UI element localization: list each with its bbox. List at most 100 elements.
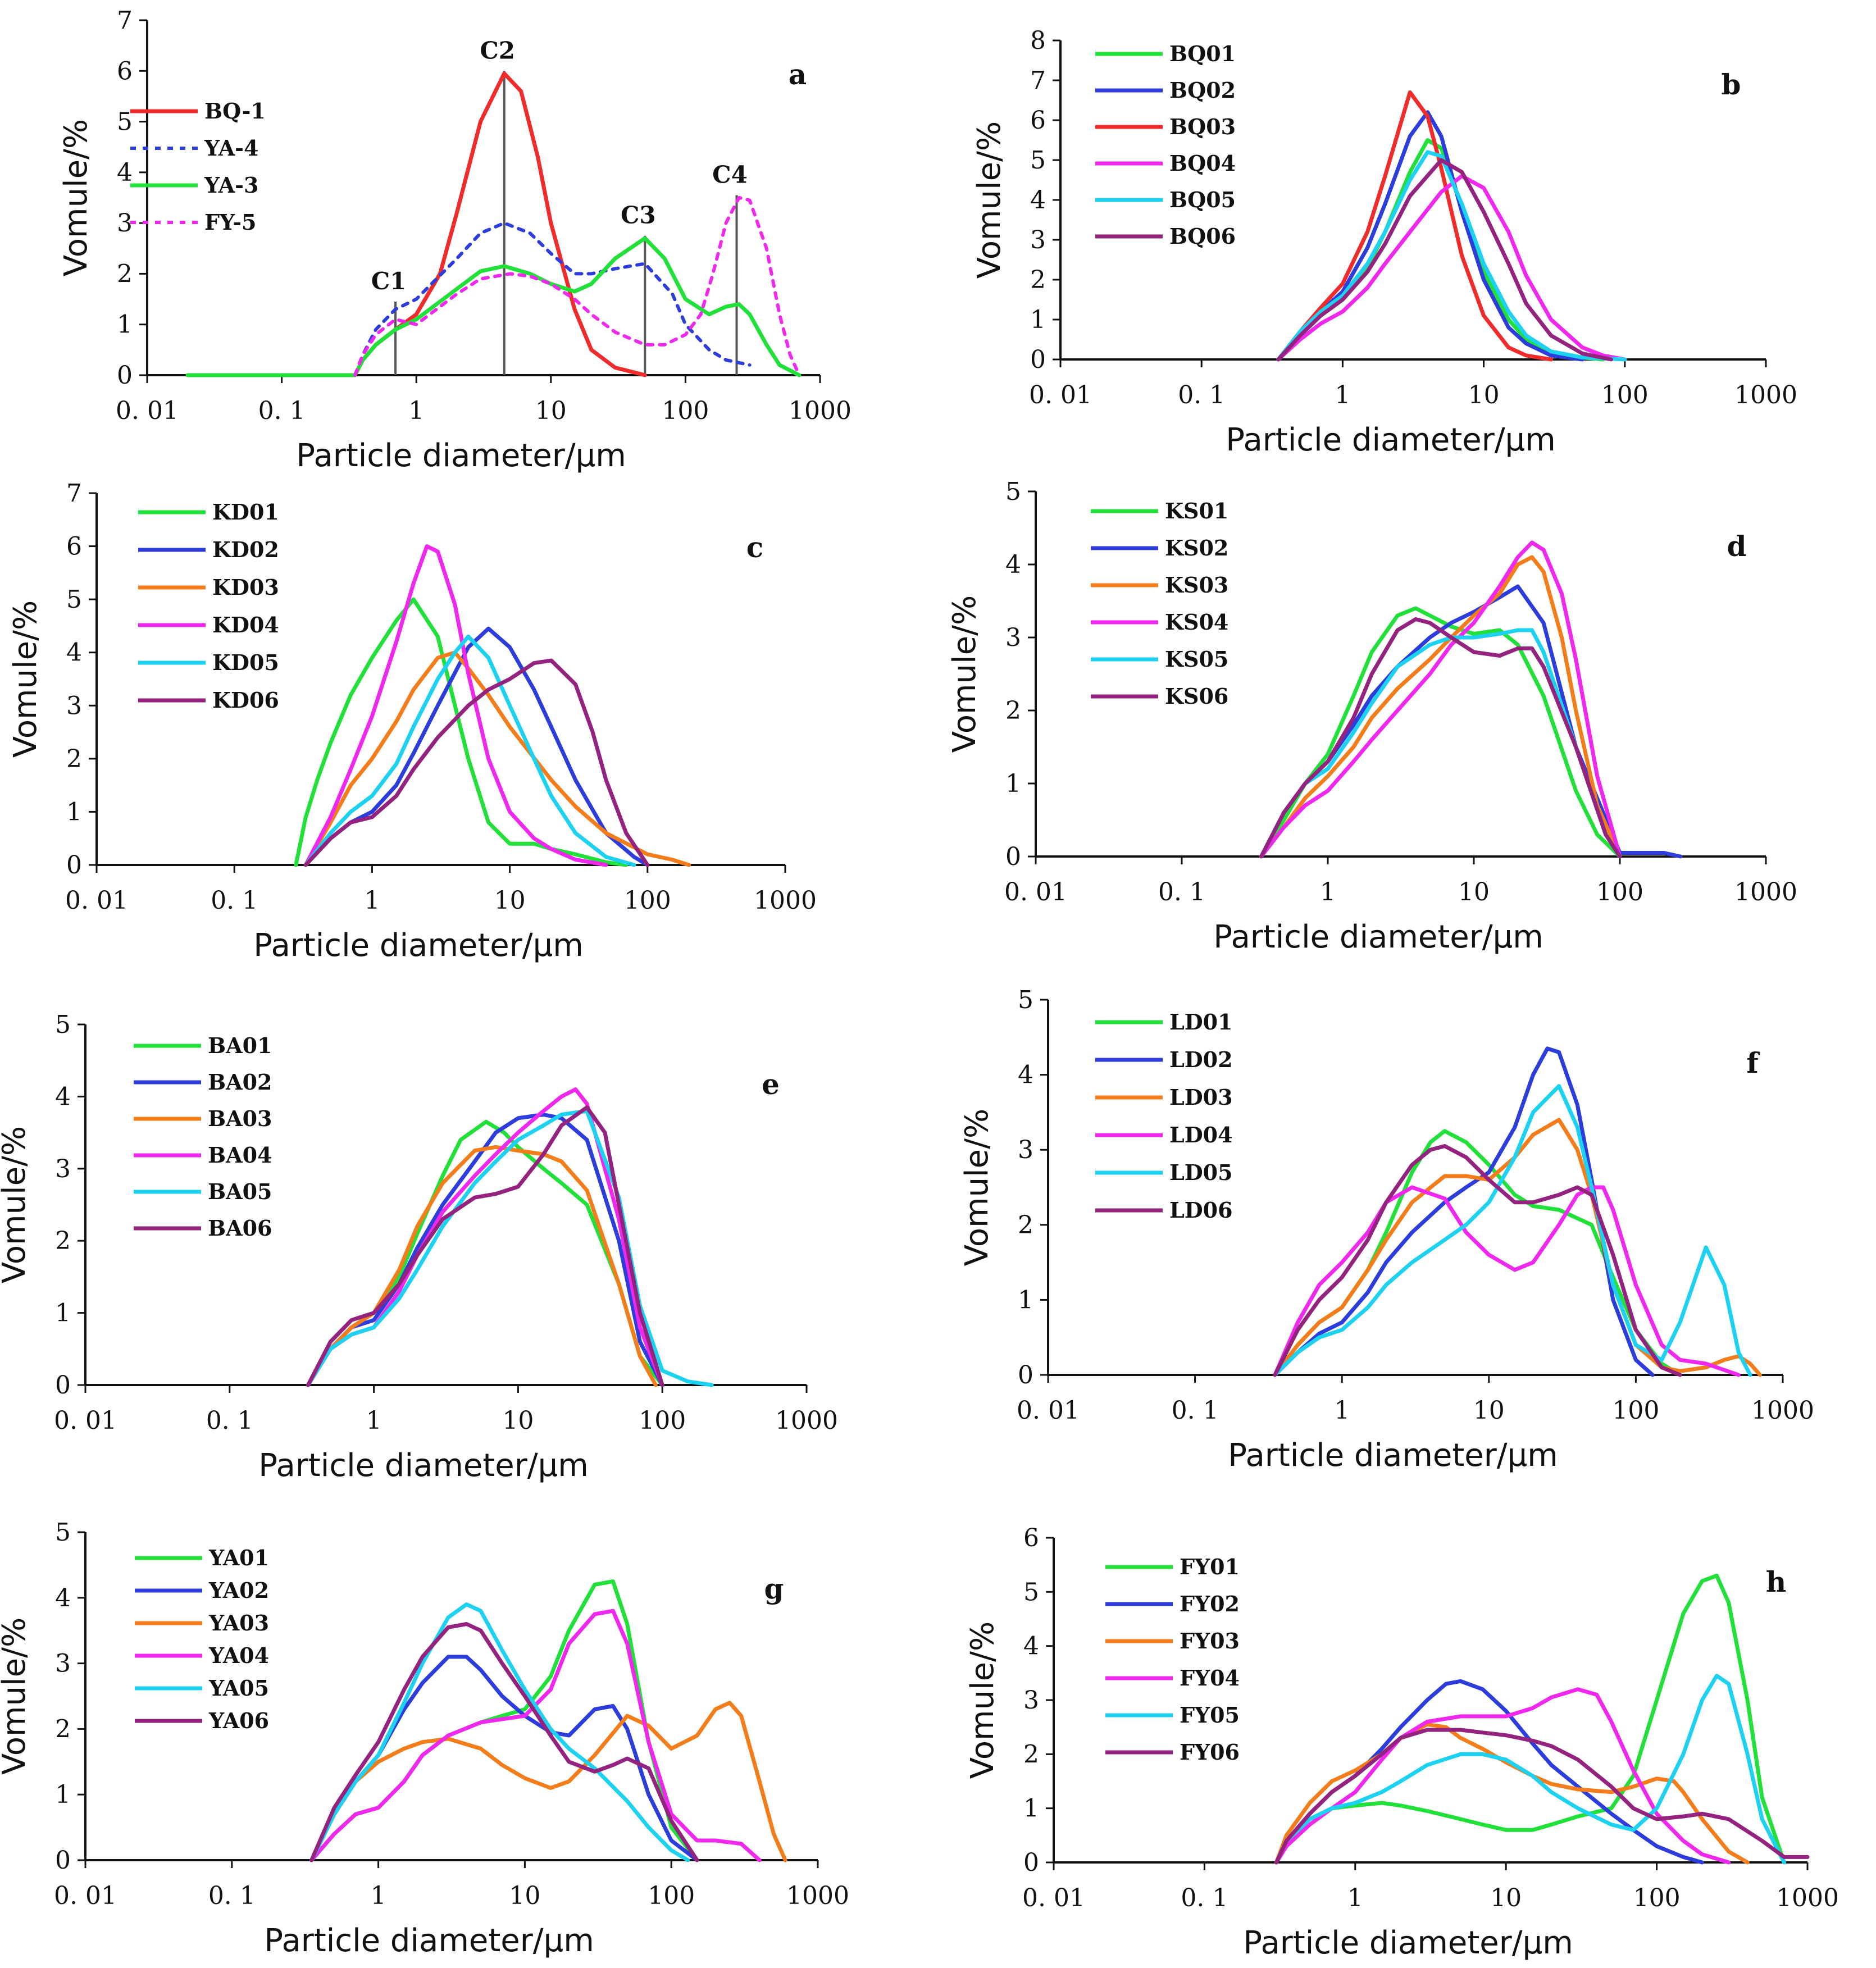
y-tick-label: 4 [1023, 1632, 1039, 1661]
annotation-label: C4 [712, 161, 748, 188]
x-tick-label: 100 [1596, 878, 1643, 906]
y-tick-label: 2 [1005, 696, 1021, 725]
panel-e: 0 1 2 3 4 5 0. 01 0. 1 1 10 100 1000 Particle diamet… [0, 1010, 838, 1484]
y-tick-label: 5 [1023, 1578, 1039, 1606]
legend-label: YA01 [208, 1545, 269, 1570]
y-axis-label: Vomule/% [959, 1109, 995, 1266]
legend-label: BA06 [208, 1215, 272, 1241]
series-line-ba05 [306, 1109, 714, 1387]
x-axis-label: Particle diameter/μm [253, 927, 584, 964]
x-tick-label: 100 [1601, 381, 1649, 409]
x-tick-label: 1 [371, 1882, 386, 1910]
x-axis-label: Particle diameter/μm [296, 438, 626, 474]
x-tick-label: 1000 [1734, 381, 1797, 409]
panel-letter: b [1722, 68, 1741, 101]
series-line-fy04 [1274, 1687, 1731, 1865]
x-tick-label: 1000 [775, 1406, 838, 1435]
legend-label: BQ06 [1169, 224, 1236, 249]
legend-label: FY-5 [204, 209, 257, 235]
x-tick-label: 0. 1 [1172, 1396, 1219, 1425]
series-line-bq06 [1276, 158, 1613, 362]
panel-d: 0 1 2 3 4 5 0. 01 0. 1 1 10 100 1000 Particle diamet… [946, 477, 1797, 955]
x-tick-label: 0. 01 [116, 397, 179, 425]
x-tick-label: 1 [1334, 1396, 1350, 1425]
y-tick-label: 0 [1023, 1848, 1039, 1877]
x-tick-label: 100 [648, 1882, 695, 1910]
y-tick-label: 8 [1030, 26, 1046, 55]
y-tick-label: 3 [117, 209, 133, 238]
x-tick-label: 0. 01 [54, 1882, 117, 1910]
series-line-ya05 [309, 1602, 690, 1862]
y-tick-label: 1 [66, 798, 82, 826]
legend-label: KS05 [1165, 646, 1228, 672]
x-tick-label: 10 [509, 1882, 540, 1910]
series-line-fy05 [1274, 1674, 1786, 1865]
y-tick-label: 4 [1005, 550, 1021, 579]
y-tick-label: 5 [1018, 986, 1033, 1014]
y-tick-label: 5 [66, 585, 82, 614]
x-tick-label: 1 [366, 1406, 382, 1435]
panel-letter: h [1766, 1565, 1786, 1598]
series-line-fy06 [1274, 1728, 1810, 1865]
legend-label: LD05 [1169, 1160, 1233, 1185]
legend-label: BQ05 [1169, 187, 1236, 212]
y-axis-label: Vomule/% [971, 121, 1008, 279]
y-tick-label: 3 [1018, 1136, 1033, 1164]
legend-label: YA04 [208, 1643, 269, 1668]
legend-label: BQ01 [1169, 41, 1236, 66]
series-line-ya06 [309, 1622, 699, 1862]
panel-f: 0 1 2 3 4 5 0. 01 0. 1 1 10 100 1000 Particle diamet… [959, 986, 1814, 1474]
x-tick-label: 100 [662, 397, 709, 425]
panel-letter: e [762, 1068, 780, 1101]
panel-h: 0 1 2 3 4 5 6 0. 01 0. 1 1 10 100 1000 Particle diame… [964, 1524, 1839, 1961]
legend-label: FY05 [1180, 1702, 1240, 1728]
y-tick-label: 1 [117, 311, 133, 339]
y-tick-label: 1 [1018, 1286, 1033, 1314]
x-tick-label: 0. 01 [1029, 381, 1092, 409]
y-axis-label: Vomule/% [7, 600, 44, 758]
y-tick-label: 3 [1005, 623, 1021, 652]
x-axis-label: Particle diameter/μm [1226, 422, 1556, 458]
series-line-kd04 [303, 544, 608, 867]
legend-label: BA05 [208, 1179, 272, 1204]
x-tick-label: 100 [639, 1406, 686, 1435]
panel-letter: d [1727, 530, 1747, 563]
y-tick-label: 3 [1030, 226, 1046, 254]
legend-label: YA06 [208, 1708, 269, 1733]
legend-label: KD03 [212, 575, 279, 600]
x-tick-label: 1000 [1776, 1884, 1839, 1912]
x-tick-label: 0. 1 [258, 397, 306, 425]
y-tick-label: 3 [55, 1155, 71, 1183]
x-axis-label: Particle diameter/μm [1213, 919, 1543, 955]
series-line-ya-3 [185, 236, 802, 377]
legend-label: LD02 [1169, 1047, 1233, 1072]
x-tick-label: 10 [1468, 381, 1500, 409]
x-tick-label: 1 [408, 397, 424, 425]
y-axis-label: Vomule/% [0, 1618, 33, 1775]
x-tick-label: 0. 1 [211, 886, 258, 915]
y-tick-label: 5 [1005, 477, 1021, 506]
series-line-ld06 [1273, 1144, 1682, 1377]
y-tick-label: 2 [1018, 1211, 1033, 1240]
x-tick-label: 1000 [786, 1882, 849, 1910]
legend-label: BA03 [208, 1106, 272, 1131]
y-axis-label: Vomule/% [58, 119, 94, 276]
legend-label: LD03 [1169, 1085, 1233, 1110]
y-tick-label: 2 [1030, 266, 1046, 294]
series-line-bq03 [1276, 90, 1553, 362]
y-tick-label: 5 [55, 1010, 71, 1039]
x-tick-label: 0. 01 [65, 886, 128, 915]
series-line-ks03 [1259, 555, 1622, 859]
series-line-ya03 [309, 1701, 787, 1862]
legend-label: YA05 [208, 1675, 269, 1701]
panel-g: 0 1 2 3 4 5 0. 01 0. 1 1 10 100 1000 Particle diamet… [0, 1518, 849, 1959]
y-tick-label: 2 [117, 259, 133, 288]
y-tick-label: 4 [55, 1082, 71, 1111]
y-tick-label: 6 [1023, 1524, 1039, 1552]
legend-label: FY06 [1180, 1739, 1240, 1765]
y-tick-label: 7 [1030, 66, 1046, 95]
x-tick-label: 1000 [1751, 1396, 1814, 1425]
annotation-label: C1 [371, 267, 407, 295]
legend-label: FY04 [1180, 1665, 1240, 1691]
y-tick-label: 4 [66, 639, 82, 667]
